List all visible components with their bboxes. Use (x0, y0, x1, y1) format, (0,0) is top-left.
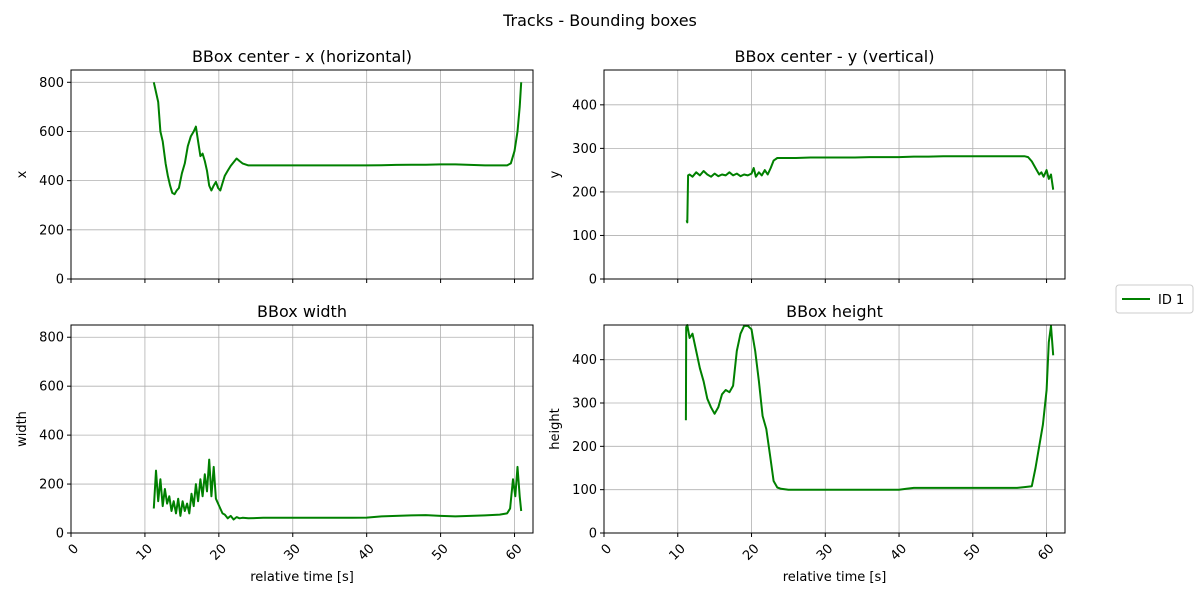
y-axis-label: width (15, 411, 30, 447)
x-tick-label: 60 (1035, 541, 1057, 563)
series-line-id-1 (152, 458, 523, 521)
series-line-id-1 (152, 82, 523, 196)
subplot-bbox-center-x: 0 200 400 600 800 BBox center - x (horizontal… (15, 47, 534, 288)
y-tick-label: 200 (572, 185, 597, 200)
axes-frame (603, 69, 1066, 280)
axes-frame (70, 69, 534, 280)
y-tick-label: 800 (39, 76, 64, 91)
x-axis-label: relative time [s] (783, 570, 887, 585)
axes-frame (70, 324, 534, 534)
x-tick-label: 10 (667, 541, 689, 563)
y-tick-label: 300 (572, 397, 597, 412)
y-tick-label: 100 (572, 229, 597, 244)
x-tick-label: 40 (888, 541, 910, 563)
y-tick-label: 400 (572, 98, 597, 113)
x-tick-label: 20 (740, 541, 762, 563)
y-tick-label: 0 (589, 527, 597, 542)
x-tick-label: 40 (355, 541, 377, 563)
legend-label-id-1: ID 1 (1158, 293, 1184, 308)
y-axis-label: y (548, 170, 563, 178)
y-tick-label: 300 (572, 142, 597, 157)
legend-box (1115, 284, 1194, 314)
y-tick-label: 400 (39, 174, 64, 189)
y-tick-label: 600 (39, 125, 64, 140)
y-axis-label: height (548, 408, 563, 449)
subplot-bbox-height: 0 100 200 300 400 0 10 20 30 40 50 60 BBox height hei… (548, 302, 1066, 585)
series-line-id-1 (684, 324, 1055, 491)
axes-frame (603, 324, 1066, 534)
y-tick-label: 600 (39, 380, 64, 395)
x-tick-label: 60 (503, 541, 525, 563)
y-tick-label: 400 (572, 353, 597, 368)
y-tick-label: 200 (572, 440, 597, 455)
y-tick-label: 100 (572, 483, 597, 498)
subplot-title: BBox height (786, 302, 883, 321)
y-tick-label: 200 (39, 478, 64, 493)
subplot-title: BBox center - x (horizontal) (192, 47, 412, 66)
figure-title: Tracks - Bounding boxes (502, 11, 697, 30)
x-tick-label: 30 (814, 541, 836, 563)
series-line-id-1 (685, 155, 1055, 224)
y-tick-label: 200 (39, 223, 64, 238)
x-tick-label: 20 (208, 541, 230, 563)
legend: ID 1 (1115, 284, 1194, 314)
subplot-title: BBox center - y (vertical) (735, 47, 935, 66)
y-tick-label: 800 (39, 331, 64, 346)
subplot-bbox-width: 0 200 400 600 800 0 10 20 30 40 50 60 BBox width widt… (15, 302, 534, 585)
y-tick-label: 400 (39, 429, 64, 444)
subplot-title: BBox width (257, 302, 347, 321)
x-axis-label: relative time [s] (250, 570, 354, 585)
x-tick-label: 10 (134, 541, 156, 563)
y-axis-label: x (15, 170, 30, 178)
x-tick-label: 0 (599, 541, 615, 557)
x-tick-label: 50 (429, 541, 451, 563)
y-tick-label: 0 (56, 273, 64, 288)
x-tick-label: 50 (962, 541, 984, 563)
x-tick-label: 0 (66, 541, 82, 557)
y-tick-label: 0 (56, 527, 64, 542)
subplot-bbox-center-y: 0 100 200 300 400 BBox center - y (vertical) y (548, 47, 1066, 288)
y-tick-label: 0 (589, 273, 597, 288)
x-tick-label: 30 (282, 541, 304, 563)
